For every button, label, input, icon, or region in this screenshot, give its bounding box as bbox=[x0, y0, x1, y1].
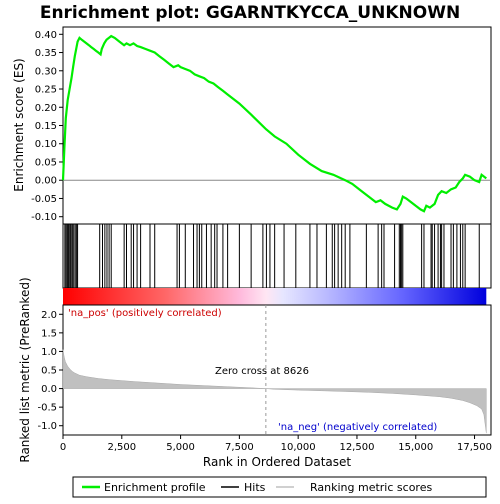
x-tick-label: 5,000 bbox=[166, 442, 195, 453]
legend: Enrichment profile Hits Ranking metric s… bbox=[72, 476, 487, 498]
color-bar bbox=[63, 288, 487, 305]
es-panel-frame bbox=[62, 26, 492, 225]
x-tick-label: 10,000 bbox=[281, 442, 316, 453]
es-y-tick-label: 0.10 bbox=[35, 139, 57, 150]
hit-lines bbox=[64, 224, 480, 288]
es-y-tick-label: 0.05 bbox=[35, 157, 57, 168]
es-y-tick-label: 0.00 bbox=[35, 176, 57, 187]
rank-y-ticks: -1.0 -0.5 0.0 0.5 1.0 1.5 2.0 bbox=[37, 310, 63, 432]
rank-y-tick-label: 0.0 bbox=[41, 384, 57, 395]
ranking-metric-area bbox=[62, 349, 487, 434]
es-y-tick-label: 0.15 bbox=[35, 121, 57, 132]
rank-color-bar bbox=[63, 288, 487, 305]
rank-panel-frame bbox=[62, 304, 492, 436]
es-y-axis-title: Enrichment score (ES) bbox=[12, 58, 26, 191]
es-y-tick-label: 0.20 bbox=[35, 103, 57, 114]
x-tick-label: 7,500 bbox=[225, 442, 254, 453]
es-y-tick-label: -0.10 bbox=[31, 212, 57, 223]
rank-panel: -1.0 -0.5 0.0 0.5 1.0 1.5 2.0 'na_pos' (positi… bbox=[18, 277, 492, 463]
x-tick-label: 15,000 bbox=[398, 442, 433, 453]
hits-panel bbox=[62, 223, 492, 289]
rank-y-tick-label: 2.0 bbox=[41, 310, 57, 321]
legend-hits-label: Hits bbox=[244, 481, 266, 494]
x-tick-label: 12,500 bbox=[339, 442, 374, 453]
es-y-tick-label: 0.40 bbox=[35, 30, 57, 41]
es-y-tick-label: 0.35 bbox=[35, 48, 57, 59]
rank-y-tick-label: 1.5 bbox=[41, 328, 57, 339]
neg-label: 'na_neg' (negatively correlated) bbox=[278, 422, 437, 433]
es-y-ticks: -0.10 -0.05 0.00 0.05 0.10 0.15 0.20 0.25 0.30 0.… bbox=[31, 30, 63, 223]
rank-y-tick-label: 0.5 bbox=[41, 366, 57, 377]
enrichment-profile-line bbox=[61, 34, 487, 213]
rank-y-tick-label: -0.5 bbox=[37, 403, 57, 414]
hits-panel-frame bbox=[62, 223, 492, 289]
es-y-tick-label: 0.30 bbox=[35, 66, 57, 77]
es-y-tick-label: -0.05 bbox=[31, 194, 57, 205]
pos-label: 'na_pos' (positively correlated) bbox=[68, 308, 222, 319]
chart-title: Enrichment plot: GGARNTKYCCA_UNKNOWN bbox=[40, 3, 460, 23]
x-tick-label: 2,500 bbox=[107, 442, 136, 453]
es-y-tick-label: 0.25 bbox=[35, 85, 57, 96]
x-tick-label: 0 bbox=[60, 442, 66, 453]
x-axis-ticks: 0 2,500 5,000 7,500 10,000 12,500 15,000 17,500 bbox=[60, 435, 492, 453]
es-panel: -0.10 -0.05 0.00 0.05 0.10 0.15 0.20 0.25 0.30 0.… bbox=[12, 26, 492, 225]
rank-y-axis-title: Ranked list metric (PreRanked) bbox=[18, 277, 32, 462]
zero-cross-label: Zero cross at 8626 bbox=[215, 366, 309, 377]
x-tick-label: 17,500 bbox=[457, 442, 492, 453]
legend-profile-label: Enrichment profile bbox=[104, 481, 206, 494]
rank-y-tick-label: 1.0 bbox=[41, 347, 57, 358]
legend-metric-label: Ranking metric scores bbox=[310, 481, 432, 494]
x-axis-title: Rank in Ordered Dataset bbox=[203, 455, 351, 469]
rank-y-tick-label: -1.0 bbox=[37, 421, 57, 432]
